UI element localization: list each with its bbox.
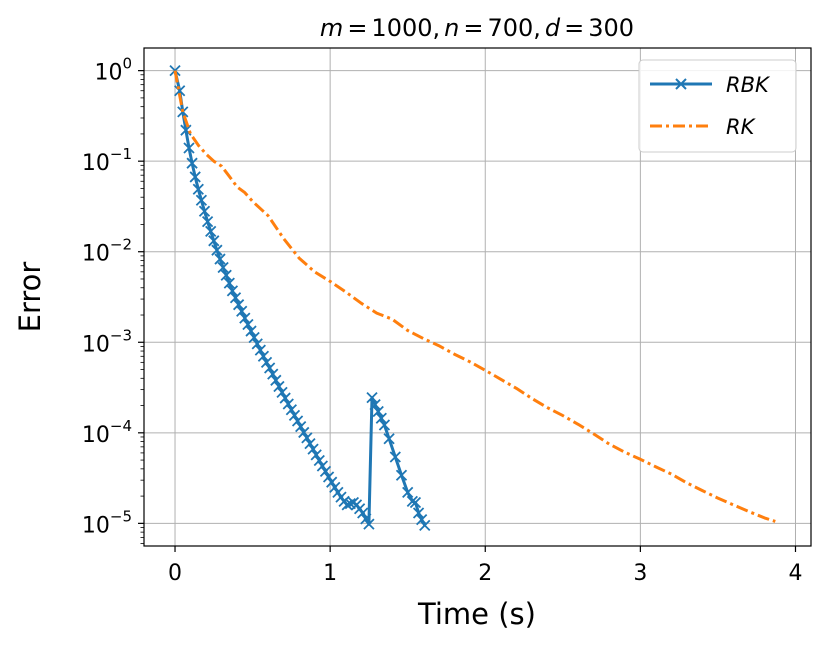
data-point-rbk <box>366 391 378 404</box>
data-point-rbk <box>276 386 288 398</box>
data-point-rbk <box>409 496 422 509</box>
data-point-rbk <box>239 312 251 324</box>
data-point-rbk <box>288 409 301 421</box>
data-point-rbk <box>279 392 291 404</box>
data-point-rbk <box>211 244 223 256</box>
data-point-rbk <box>298 426 310 439</box>
data-point-rbk <box>260 356 273 368</box>
data-point-rbk <box>242 318 254 331</box>
data-point-rbk <box>389 451 401 463</box>
data-point-rbk <box>195 194 208 206</box>
y-tick-label: 10−4 <box>82 417 132 448</box>
data-point-rbk <box>375 412 387 424</box>
data-point-rbk <box>217 261 229 274</box>
legend-label-rbk: RBK <box>726 73 771 97</box>
data-point-rbk <box>214 253 226 265</box>
data-point-rbk <box>232 299 245 311</box>
data-point-rbk <box>406 495 418 507</box>
x-tick-label: 4 <box>788 561 802 586</box>
data-point-rbk <box>295 421 307 433</box>
data-point-rbk <box>319 465 332 478</box>
data-point-rbk <box>267 368 279 380</box>
y-axis-label: Error <box>13 262 47 333</box>
data-point-rbk <box>301 432 313 444</box>
data-point-rbk <box>316 460 329 472</box>
x-tick-label: 1 <box>323 561 337 586</box>
data-point-rbk <box>322 471 335 483</box>
legend-marker-rbk <box>675 78 687 90</box>
data-point-rbk <box>205 225 217 237</box>
data-point-rbk <box>313 454 325 467</box>
series-line-rk <box>173 70 776 523</box>
data-point-rbk <box>245 325 257 337</box>
data-point-rbk <box>192 183 204 195</box>
data-point-rbk <box>383 433 395 445</box>
y-tick-label: 10−3 <box>82 326 132 357</box>
data-point-rbk <box>402 486 414 498</box>
data-point-rbk <box>360 513 372 525</box>
data-point-rbk <box>186 157 198 169</box>
data-point-rbk <box>329 481 341 493</box>
data-point-rbk <box>273 380 285 393</box>
y-tick-label: 10−2 <box>82 236 132 267</box>
x-tick-label: 2 <box>478 561 492 586</box>
data-point-rbk <box>174 85 186 97</box>
data-point-rbk <box>363 518 375 530</box>
data-point-rbk <box>304 437 316 450</box>
data-point-rbk <box>257 350 270 362</box>
data-point-rbk <box>220 269 232 281</box>
data-point-rbk <box>369 398 381 411</box>
x-tick-label: 3 <box>633 561 647 586</box>
data-point-rbk <box>378 419 391 431</box>
legend-box <box>638 59 797 153</box>
ticks: 0 1 2 3 4 100 10−1 10−2 10−3 10−4 10−5 <box>82 55 803 586</box>
data-point-rbk <box>201 215 214 228</box>
x-axis-label: Time (s) <box>417 597 536 631</box>
data-point-rbk <box>291 415 304 427</box>
data-point-rbk <box>419 519 431 532</box>
data-point-rbk <box>282 398 294 410</box>
data-point-rbk <box>270 374 282 386</box>
legend-label-rk: RK <box>726 115 757 139</box>
y-tick-label: 10−5 <box>82 507 132 538</box>
data-point-rbk <box>198 205 211 217</box>
data-point-rbk <box>372 405 384 418</box>
series-layer <box>169 65 776 532</box>
data-point-rbk <box>416 513 428 526</box>
y-tick-label: 10−1 <box>82 145 132 176</box>
data-point-rbk <box>412 507 425 519</box>
data-point-rbk <box>189 171 201 183</box>
grid <box>144 48 811 546</box>
data-point-rbk <box>183 142 195 154</box>
data-point-rbk <box>310 449 322 461</box>
data-point-rbk <box>357 507 369 519</box>
chart-title: m = 1000, n = 700, d = 300 <box>320 14 634 42</box>
series-line-rbk <box>173 70 427 527</box>
data-point-rbk <box>251 338 263 350</box>
data-point-rbk <box>223 277 235 289</box>
data-point-rbk <box>341 499 353 511</box>
y-tick-label: 100 <box>94 55 132 86</box>
plot-frame <box>143 47 812 547</box>
legend: RBK RK <box>638 59 797 153</box>
data-point-rbk <box>254 344 266 356</box>
data-point-rbk <box>229 292 242 304</box>
data-point-rbk <box>395 469 408 481</box>
data-point-rbk <box>236 305 248 317</box>
data-point-rbk <box>264 362 276 374</box>
data-point-rbk <box>226 285 239 297</box>
data-point-rbk <box>248 331 260 344</box>
data-point-rbk <box>285 404 297 416</box>
data-point-rbk <box>326 476 338 488</box>
data-point-rbk <box>307 443 319 455</box>
data-point-rbk <box>208 235 220 247</box>
data-point-rbk <box>177 106 189 118</box>
x-tick-label: 0 <box>168 561 182 586</box>
